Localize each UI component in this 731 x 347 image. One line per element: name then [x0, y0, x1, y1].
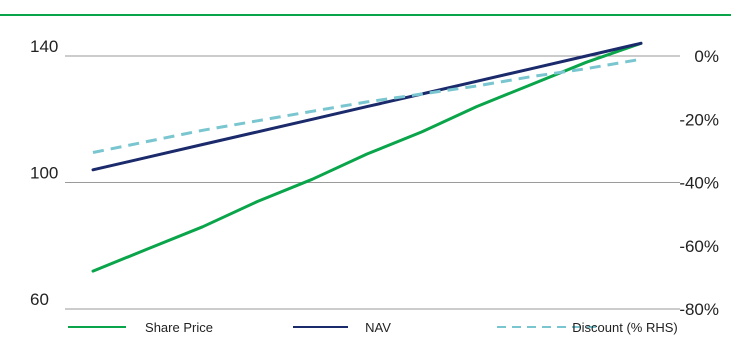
- series-line-nav: [91, 41, 643, 172]
- legend-label: NAV: [365, 320, 391, 335]
- series-line-share-price: [91, 41, 643, 273]
- gridlines: [65, 55, 680, 310]
- right-axis-ticks: 0% -20% -40% -60% -80%: [679, 47, 719, 319]
- legend-label: Share Price: [145, 320, 213, 335]
- legend: Share Price NAV Discount (% RHS): [68, 320, 678, 335]
- right-tick-label: -40%: [679, 174, 719, 193]
- left-tick-label: 100: [30, 164, 58, 183]
- left-axis-ticks: 140 100 60: [30, 37, 58, 309]
- right-tick-label: 0%: [694, 47, 719, 66]
- legend-label: Discount (% RHS): [572, 320, 677, 335]
- right-tick-label: -80%: [679, 300, 719, 319]
- left-tick-label: 60: [30, 290, 49, 309]
- series-line-discount-rhs: [92, 57, 642, 154]
- right-tick-label: -60%: [679, 237, 719, 256]
- series-lines: [91, 41, 643, 273]
- left-tick-label: 140: [30, 37, 58, 56]
- right-tick-label: -20%: [679, 110, 719, 129]
